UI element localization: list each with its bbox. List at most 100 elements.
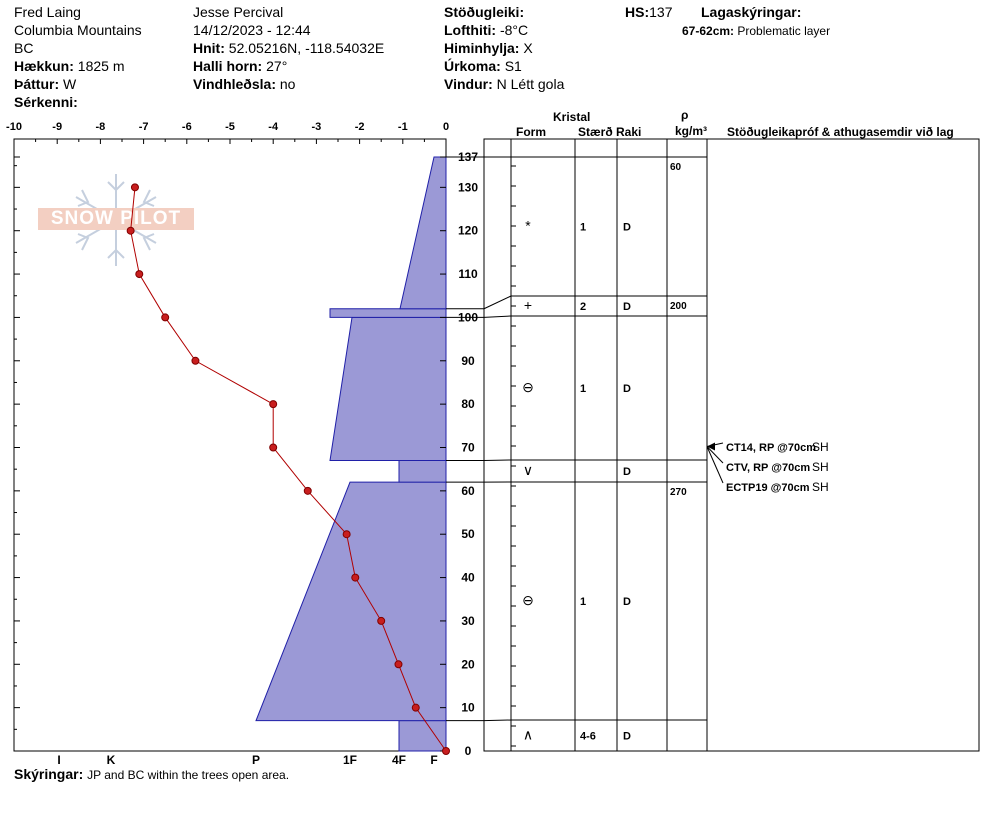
layer-slant-connector (483, 295, 512, 310)
watermark-text: SNOW PILOT (38, 208, 194, 230)
crystal-size: 2 (580, 301, 586, 313)
crystal-header: Kristal (553, 110, 591, 124)
coords-value: 52.05216N, -118.54032E (228, 40, 385, 56)
crystal-size: 1 (580, 222, 586, 234)
test-character: SH (812, 460, 829, 474)
legend-title: Lagaskýringar: (701, 4, 802, 20)
hardness-layer-102-137 (399, 156, 447, 310)
elevation-label: Hækkun: (14, 58, 74, 74)
crystal-form-symbol: ⊖ (522, 379, 534, 395)
height-tick-label: 0 (465, 744, 472, 758)
slope-label: Halli horn: (193, 58, 263, 74)
slope-value: 27° (266, 58, 288, 74)
test-arrow-line (706, 446, 724, 464)
layer-slant-connector (483, 315, 512, 318)
moisture: D (623, 222, 631, 234)
height-tick-label: 20 (461, 657, 475, 671)
hardness-layer-62-67 (398, 460, 447, 483)
test-result: ECTP19 @70cm (726, 482, 810, 494)
hs-label: HS: (625, 4, 650, 20)
crystal-form-symbol: * (525, 218, 531, 234)
temperature-point (269, 400, 278, 409)
aspect-value: W (63, 76, 77, 92)
precip-label: Úrkoma: (444, 58, 501, 74)
legend-text: Problematic layer (737, 24, 831, 38)
height-tick-label: 10 (461, 701, 475, 715)
crystal-form-symbol: ∧ (523, 727, 533, 743)
hardness-layer-7-62 (255, 481, 447, 722)
temperature-point (377, 616, 386, 625)
stability-label: Stöðugleiki: (444, 4, 525, 20)
temp-tick-label: -6 (182, 121, 192, 133)
wind-value: N Létt gola (496, 76, 565, 92)
region: BC (14, 40, 34, 56)
height-tick-label: 70 (461, 440, 475, 454)
density-value: 60 (670, 162, 682, 173)
height-tick-label: 50 (461, 527, 475, 541)
crystal-form-symbol: ∨ (523, 462, 533, 478)
temperature-point (126, 226, 135, 235)
temp-tick-label: -5 (225, 121, 235, 133)
tests-header: Stöðugleikapróf & athugasemdir við lag (727, 125, 954, 139)
crystal-size: 4-6 (580, 731, 596, 743)
layer-slant-connector (483, 719, 512, 722)
moisture: D (623, 731, 631, 743)
temp-tick-label: 0 (443, 121, 449, 133)
hardness-label: F (430, 753, 437, 767)
aspect-label: Þáttur: (14, 76, 60, 92)
crystal-form-symbol: + (524, 297, 532, 313)
rho-header: ρ (681, 108, 689, 122)
temp-tick-label: -9 (52, 121, 62, 133)
density-value: 270 (670, 487, 687, 498)
layer-table-frame (483, 138, 980, 752)
crystal-size: 1 (580, 596, 586, 608)
legend-range: 67-62cm: (682, 24, 735, 38)
temp-tick-label: -10 (6, 121, 22, 133)
temperature-point (442, 747, 450, 755)
temperature-point (161, 313, 170, 322)
hardness-layer-67-100 (329, 316, 447, 462)
density-value: 200 (670, 301, 687, 312)
coords-label: Hnit: (193, 40, 225, 56)
test-character: SH (812, 480, 829, 494)
comments-text: JP and BC within the trees open area. (87, 768, 290, 782)
temperature-point (394, 660, 403, 669)
temperature-point (130, 183, 139, 192)
test-character: SH (812, 440, 829, 454)
temperature-point (135, 270, 144, 279)
temperature-point (269, 443, 278, 452)
mountain-range: Columbia Mountains (14, 22, 142, 38)
hs-value: 137 (649, 4, 673, 20)
precip-value: S1 (504, 58, 522, 74)
temp-tick-label: -8 (96, 121, 106, 133)
temperature-point (303, 486, 312, 495)
elevation-value: 1825 m (77, 58, 125, 74)
moisture: D (623, 383, 631, 395)
hardness-label: 4F (392, 753, 406, 767)
height-tick-label: 110 (458, 267, 478, 281)
wind-label: Vindur: (444, 76, 493, 92)
temperature-profile-line (130, 187, 447, 752)
sky-label: Himinhylja: (444, 40, 520, 56)
moisture: D (623, 596, 631, 608)
temp-tick-label: -3 (312, 121, 322, 133)
wind-loading-value: no (279, 76, 296, 92)
height-tick-label: 40 (461, 571, 475, 585)
wind-loading-label: Vindhleðsla: (193, 76, 276, 92)
test-arrow-head (707, 442, 715, 451)
height-tick-label: 80 (461, 397, 475, 411)
height-tick-label: 90 (461, 354, 475, 368)
hardness-label: 1F (343, 753, 357, 767)
sky-value: X (523, 40, 533, 56)
height-tick-label: 30 (461, 614, 475, 628)
temperature-point (411, 703, 420, 712)
layer-slant-connector (483, 459, 512, 462)
temp-tick-label: -2 (355, 121, 365, 133)
crystal-size: 1 (580, 383, 586, 395)
form-header: Form (516, 125, 546, 139)
hardness-layer-100-102 (329, 308, 447, 318)
moisture: D (623, 301, 631, 313)
hardness-label: K (107, 753, 116, 767)
density-unit-header: kg/m³ (675, 124, 708, 138)
